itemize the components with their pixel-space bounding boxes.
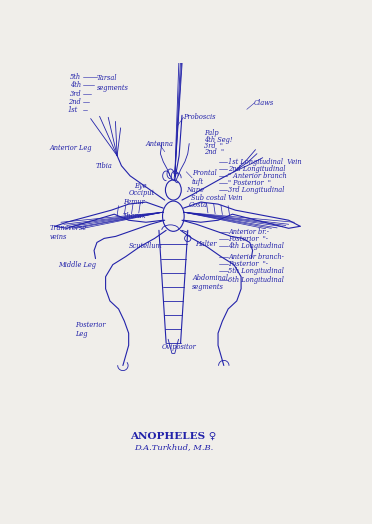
Text: Eye: Eye [134,182,147,190]
Text: Abdominal
segments: Abdominal segments [192,274,228,291]
Text: 2nd Longitudinal: 2nd Longitudinal [228,165,286,173]
Text: Frontal
tuft: Frontal tuft [192,169,217,187]
Text: Middle Leg: Middle Leg [58,260,96,269]
Text: Sub costal Vein: Sub costal Vein [191,194,242,202]
Text: Femur: Femur [123,198,145,206]
Text: Anterior br.-: Anterior br.- [228,228,269,236]
Text: " Anterior branch: " Anterior branch [228,172,287,180]
Text: D.A.Turkhud, M.B.: D.A.Turkhud, M.B. [134,443,213,451]
Text: Posterior  "-: Posterior "- [228,260,268,268]
Text: Anterior Leg: Anterior Leg [49,144,92,151]
Text: 3rd  ": 3rd " [203,143,222,150]
Text: Scutellum: Scutellum [129,243,163,250]
Text: Transverse
veins: Transverse veins [49,224,87,241]
Text: Tarsal
segments: Tarsal segments [97,74,129,92]
Text: Tibia: Tibia [96,162,112,170]
Text: 1st Longitudinal  Vein: 1st Longitudinal Vein [228,158,302,166]
Text: 4th Seg!: 4th Seg! [203,136,232,144]
Text: 1st: 1st [68,106,78,114]
Text: 2nd  ": 2nd " [203,148,224,157]
Text: Costa: Costa [189,201,208,209]
Text: " Posterior  ": " Posterior " [228,179,271,187]
Text: Nape: Nape [186,186,204,194]
Text: Posterior
Leg: Posterior Leg [75,321,106,338]
Text: 5th: 5th [70,73,81,81]
Text: 4th Longitudinal: 4th Longitudinal [228,242,284,250]
Text: Occiput: Occiput [129,189,155,197]
Text: Ovipositor: Ovipositor [162,343,196,351]
Text: Halter: Halter [195,241,217,248]
Text: Palp: Palp [203,129,218,137]
Text: Posterior  "-: Posterior "- [228,235,268,243]
Text: ANOPHELES ♀: ANOPHELES ♀ [130,432,217,441]
Text: Claws: Claws [254,99,274,107]
Text: 3rd: 3rd [70,90,81,97]
Text: Anterior branch-: Anterior branch- [228,254,284,261]
Text: 6th Longitudinal: 6th Longitudinal [228,276,284,284]
Text: Thorax: Thorax [123,212,147,220]
Text: Antenna: Antenna [146,139,174,148]
Text: 5th Longitudinal: 5th Longitudinal [228,267,284,275]
Text: Proboscis: Proboscis [183,113,216,122]
Text: 4th: 4th [70,81,81,89]
Text: 3rd Longitudinal: 3rd Longitudinal [228,185,285,193]
Text: 2nd: 2nd [68,99,80,106]
